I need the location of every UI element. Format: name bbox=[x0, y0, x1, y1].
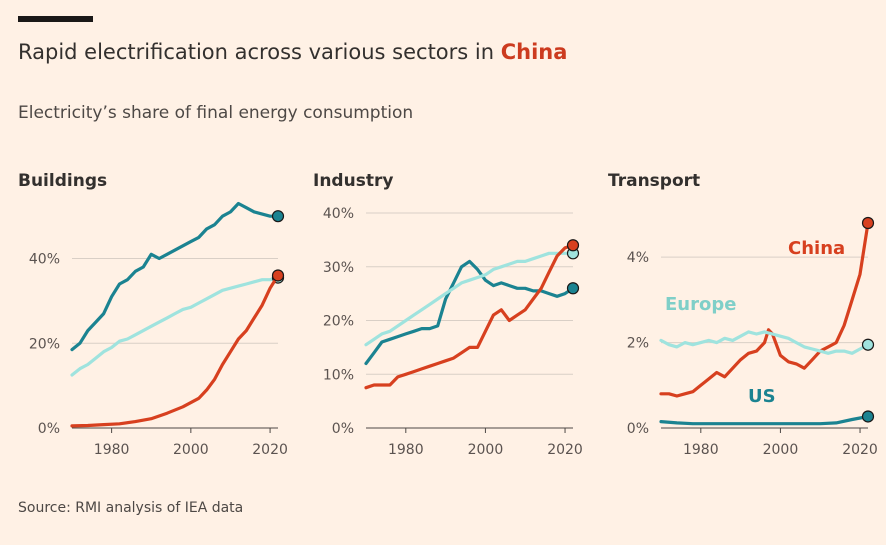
panel-buildings: Buildings 0% 20% 40% 1980 2000 2020 bbox=[18, 171, 288, 458]
y-tick-label: 20% bbox=[323, 314, 354, 330]
x-tick-label: 2000 bbox=[173, 442, 209, 458]
panel-transport: Transport 0% 2% 4% 1980 2000 2020 China Europe US bbox=[608, 171, 878, 458]
source-note: Source: RMI analysis of IEA data bbox=[18, 500, 244, 516]
x-tick-label: 2000 bbox=[763, 442, 799, 458]
end-point-us bbox=[861, 410, 875, 423]
series-line-us bbox=[70, 201, 280, 352]
end-point-europe bbox=[861, 338, 875, 351]
x-tick-label: 2020 bbox=[842, 442, 878, 458]
series-line-china bbox=[659, 221, 870, 398]
end-point-china bbox=[271, 269, 285, 282]
y-tick-label: 0% bbox=[627, 421, 649, 437]
x-tick-label: 2020 bbox=[547, 442, 583, 458]
end-point-china bbox=[861, 216, 875, 230]
y-tick-label: 4% bbox=[627, 250, 649, 266]
y-tick-label: 40% bbox=[323, 206, 354, 222]
panel-title: Buildings bbox=[18, 171, 107, 191]
chart-title: Rapid electrification across various sec… bbox=[18, 40, 567, 64]
end-point-us bbox=[566, 282, 580, 295]
series-label-us: US bbox=[748, 386, 776, 407]
panel-industry: Industry 0% 10% 20% 30% 40% 1980 2000 2020 bbox=[313, 171, 583, 458]
x-tick-label: 1980 bbox=[388, 442, 424, 458]
y-tick-label: 10% bbox=[323, 367, 354, 383]
series-line-europe bbox=[659, 330, 870, 355]
y-tick-label: 0% bbox=[332, 421, 354, 437]
y-tick-label: 20% bbox=[29, 336, 60, 352]
brand-bar bbox=[18, 16, 93, 22]
x-tick-label: 2000 bbox=[468, 442, 504, 458]
series-label-europe: Europe bbox=[665, 294, 736, 315]
y-tick-label: 40% bbox=[29, 252, 60, 268]
y-tick-label: 2% bbox=[627, 336, 649, 352]
series-line-europe bbox=[70, 276, 280, 377]
series-line-china bbox=[364, 243, 575, 390]
title-text: Rapid electrification across various sec… bbox=[18, 40, 501, 64]
y-tick-label: 0% bbox=[38, 421, 60, 437]
panel-title: Transport bbox=[608, 171, 700, 191]
y-tick-label: 30% bbox=[323, 260, 354, 276]
end-point-us bbox=[271, 210, 285, 223]
panel-title: Industry bbox=[313, 171, 393, 191]
series-line-us bbox=[659, 414, 870, 426]
title-highlight: China bbox=[500, 40, 568, 64]
x-tick-label: 2020 bbox=[252, 442, 288, 458]
end-point-china bbox=[566, 239, 580, 252]
chart-subtitle: Electricity’s share of final energy cons… bbox=[18, 103, 414, 123]
series-line-china bbox=[70, 273, 280, 428]
series-line-europe bbox=[364, 251, 575, 347]
series-label-china: China bbox=[788, 238, 845, 259]
x-tick-label: 1980 bbox=[94, 442, 130, 458]
x-tick-label: 1980 bbox=[683, 442, 719, 458]
